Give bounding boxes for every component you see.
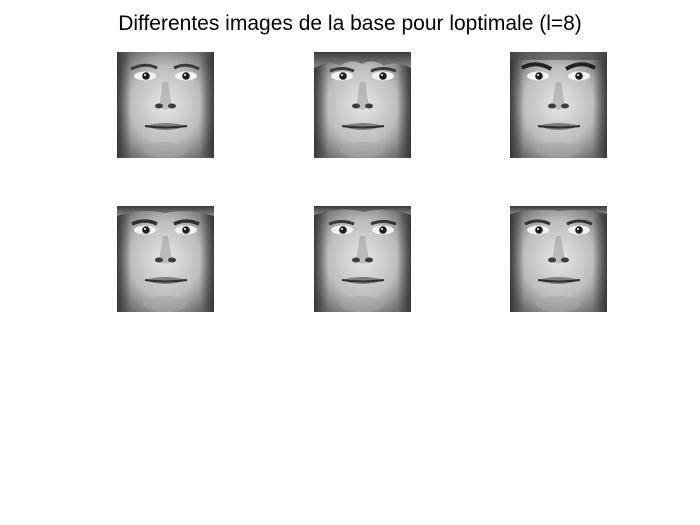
face-image-3 [510,52,607,158]
face-image-1 [117,52,214,158]
figure-title: Differentes images de la base pour lopti… [118,12,582,35]
face-image-6 [510,206,607,312]
face-image-5 [314,206,411,312]
face-image-4 [117,206,214,312]
face-image-2 [314,52,411,158]
